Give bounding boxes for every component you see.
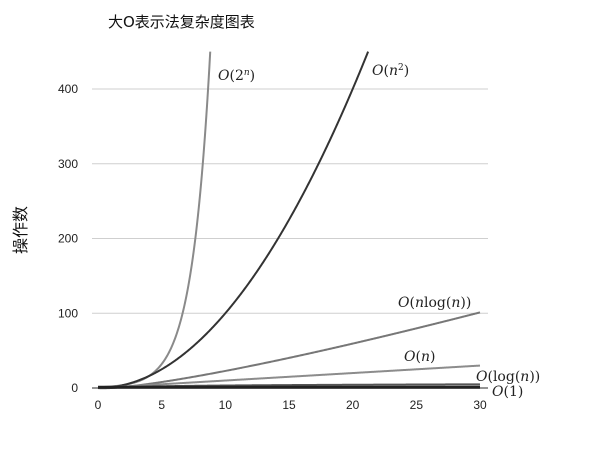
series-lines <box>97 51 481 390</box>
y-tick-label: 100 <box>58 306 78 320</box>
series-label-o-nlogn: O(nlog(n)) <box>398 295 471 311</box>
y-axis-label: 操作数 <box>11 206 30 254</box>
x-tick-label: 30 <box>473 398 487 412</box>
series-label-o-2n: O(2n) <box>218 68 255 84</box>
grid-lines <box>92 88 488 389</box>
series-label-o-1: O(1) <box>492 384 523 400</box>
series-line-linear <box>97 364 481 389</box>
tick-labels: 0 100 200 300 400 0 5 10 15 20 25 30 <box>58 82 487 412</box>
series-line-square <box>97 51 370 389</box>
chart-title: 大O表示法复杂度图表 <box>108 13 255 31</box>
series-line-nlogn <box>97 311 481 390</box>
y-tick-label: 200 <box>58 232 78 246</box>
x-tick-label: 10 <box>219 398 233 412</box>
series-label-o-n2: O(n2) <box>372 63 409 79</box>
y-tick-label: 400 <box>58 82 78 96</box>
x-tick-label: 20 <box>346 398 360 412</box>
x-tick-label: 5 <box>158 398 165 412</box>
y-tick-label: 300 <box>58 157 78 171</box>
series-label-o-logn: O(log(n)) <box>476 369 540 385</box>
y-tick-label: 0 <box>71 381 78 395</box>
x-tick-label: 25 <box>410 398 424 412</box>
x-tick-label: 0 <box>95 398 102 412</box>
series-line-exp2 <box>97 51 212 389</box>
series-label-o-n: O(n) <box>404 349 435 365</box>
x-tick-label: 15 <box>282 398 296 412</box>
